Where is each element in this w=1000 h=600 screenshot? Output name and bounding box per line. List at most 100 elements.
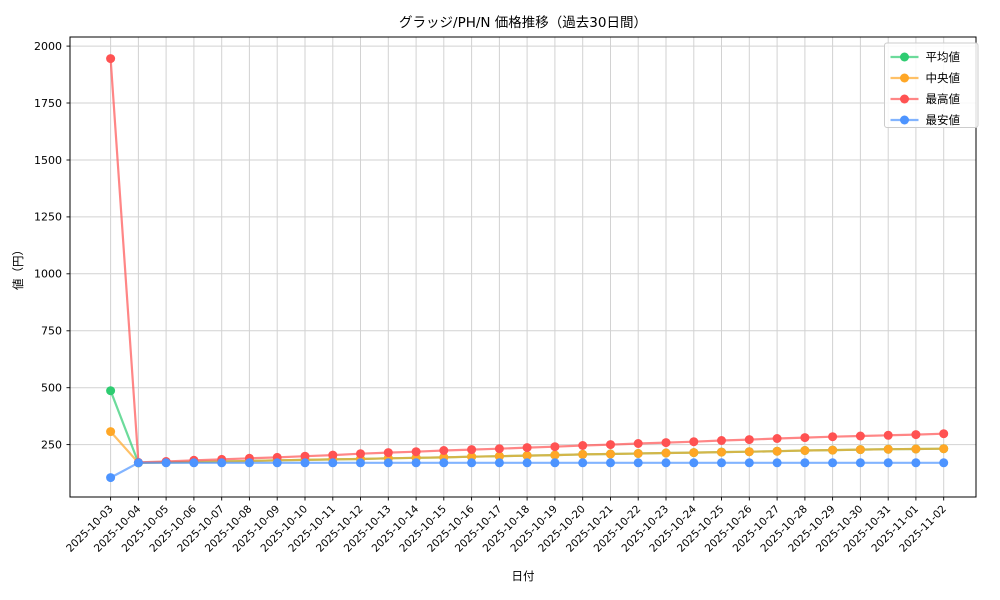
legend-item-mean: 平均値 xyxy=(890,50,961,64)
legend-item-max: 最高値 xyxy=(890,92,961,106)
series-marker-median xyxy=(717,447,726,457)
series-marker-median xyxy=(606,449,615,459)
legend-box xyxy=(884,42,979,128)
y-tick-label: 2000 xyxy=(34,40,62,53)
series-marker-min xyxy=(661,458,671,468)
x-axis-label: 日付 xyxy=(511,569,535,583)
series-marker-max xyxy=(467,445,477,455)
series-marker-min xyxy=(633,458,643,468)
series-marker-min xyxy=(356,458,365,468)
series-marker-min xyxy=(828,458,838,468)
series-marker-min xyxy=(689,458,699,468)
series-marker-min xyxy=(939,458,949,468)
series-marker-mean xyxy=(106,386,116,396)
y-tick-label: 1500 xyxy=(34,154,62,167)
series-marker-min xyxy=(467,458,477,468)
series-marker-max xyxy=(772,434,782,443)
series-marker-median xyxy=(772,446,782,456)
y-tick-label: 750 xyxy=(41,325,62,338)
series-marker-min xyxy=(911,458,921,468)
y-tick-label: 1750 xyxy=(34,97,62,110)
series-marker-min xyxy=(494,458,504,468)
series-marker-max xyxy=(383,448,393,458)
series-marker-max xyxy=(356,449,365,459)
series-marker-median xyxy=(578,449,588,459)
series-marker-max xyxy=(439,446,449,455)
series-marker-median xyxy=(550,450,560,460)
series-marker-median xyxy=(744,447,754,457)
series-marker-median xyxy=(106,427,116,437)
series-marker-min xyxy=(383,458,393,468)
series-marker-min xyxy=(855,458,865,468)
series-marker-median xyxy=(883,444,893,454)
series-marker-max xyxy=(661,438,671,448)
series-marker-median xyxy=(855,445,865,455)
series-marker-median xyxy=(633,449,643,458)
series-marker-min xyxy=(411,458,421,468)
series-marker-max xyxy=(328,450,338,460)
series-marker-max xyxy=(828,432,838,442)
series-marker-min xyxy=(161,458,171,468)
series-marker-min xyxy=(106,473,116,483)
series-marker-min xyxy=(800,458,810,468)
series-marker-median xyxy=(522,451,532,461)
series-marker-median xyxy=(939,444,949,454)
series-marker-max xyxy=(800,433,810,443)
y-tick-label: 500 xyxy=(41,382,62,395)
legend-item-median: 中央値 xyxy=(890,71,961,85)
series-marker-min xyxy=(772,458,782,468)
series-marker-max xyxy=(939,429,949,439)
series-marker-min xyxy=(244,458,254,468)
series-marker-max xyxy=(522,443,532,453)
series-marker-max xyxy=(606,440,615,450)
series-marker-max xyxy=(883,430,893,440)
series-marker-min xyxy=(744,458,754,468)
series-marker-max xyxy=(550,442,560,452)
series-marker-min xyxy=(550,458,560,468)
legend-marker-sample xyxy=(900,94,909,104)
legend-label: 最安値 xyxy=(926,113,961,127)
series-marker-min xyxy=(217,458,227,468)
legend-item-min: 最安値 xyxy=(890,113,961,127)
series-marker-median xyxy=(828,445,838,455)
series-marker-min xyxy=(606,458,615,468)
series-marker-min xyxy=(578,458,588,468)
series-marker-max xyxy=(494,444,504,454)
series-marker-median xyxy=(689,448,699,458)
series-marker-min xyxy=(272,458,282,468)
series-marker-max xyxy=(689,437,699,447)
legend-label: 中央値 xyxy=(926,71,961,85)
series-marker-min xyxy=(133,458,143,468)
series-marker-median xyxy=(661,448,671,458)
legend-marker-sample xyxy=(900,52,909,62)
y-tick-label: 250 xyxy=(41,438,62,451)
series-marker-max xyxy=(717,436,726,445)
series-marker-min xyxy=(717,458,726,468)
series-marker-max xyxy=(300,451,310,461)
series-marker-median xyxy=(800,446,810,455)
legend-marker-sample xyxy=(900,73,909,83)
series-marker-max xyxy=(855,431,865,441)
y-tick-label: 1250 xyxy=(34,211,62,224)
series-marker-median xyxy=(911,444,921,454)
series-marker-min xyxy=(300,458,310,468)
plot-border xyxy=(69,36,977,498)
series-marker-max xyxy=(633,439,643,448)
chart-title: グラッジ/PH/N 価格推移（過去30日間） xyxy=(399,15,647,31)
y-tick-label: 1000 xyxy=(34,268,62,281)
series-marker-min xyxy=(328,458,338,468)
series-marker-median xyxy=(494,451,504,461)
legend-label: 平均値 xyxy=(926,50,961,64)
series-marker-max xyxy=(106,54,116,64)
series-marker-min xyxy=(189,458,199,468)
series-marker-min xyxy=(522,458,532,468)
series-marker-max xyxy=(744,435,754,445)
series-marker-max xyxy=(578,441,588,450)
series-marker-min xyxy=(883,458,893,468)
series-marker-max xyxy=(411,447,421,457)
legend-marker-sample xyxy=(900,115,909,125)
legend-label: 最高値 xyxy=(926,92,961,106)
series-marker-max xyxy=(911,430,921,440)
